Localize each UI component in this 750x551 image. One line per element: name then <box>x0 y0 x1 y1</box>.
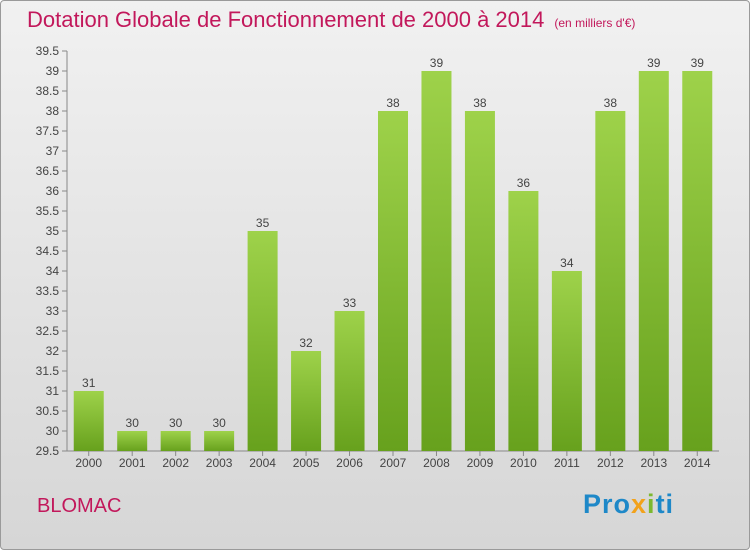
y-tick-label: 32.5 <box>36 324 60 338</box>
bar <box>73 391 104 451</box>
bar <box>595 111 626 451</box>
y-tick-label: 36 <box>46 184 60 198</box>
x-tick-label: 2005 <box>293 456 320 470</box>
y-tick-label: 37.5 <box>36 124 60 138</box>
bar <box>421 71 452 451</box>
y-tick-label: 37 <box>46 144 60 158</box>
bar <box>551 271 582 451</box>
chart-title: Dotation Globale de Fonctionnement de 20… <box>27 7 635 33</box>
x-tick-label: 2008 <box>423 456 450 470</box>
chart-unit: (en milliers d'€) <box>554 16 636 30</box>
y-tick-label: 38 <box>46 104 60 118</box>
x-tick-label: 2001 <box>119 456 146 470</box>
x-tick-label: 2010 <box>510 456 537 470</box>
y-tick-label: 36.5 <box>36 164 60 178</box>
bar-value-label: 39 <box>430 56 444 70</box>
bar-value-label: 32 <box>299 336 313 350</box>
x-tick-label: 2014 <box>684 456 711 470</box>
bar <box>334 311 365 451</box>
bar-value-label: 38 <box>604 96 618 110</box>
y-tick-label: 33.5 <box>36 284 60 298</box>
x-tick-label: 2006 <box>336 456 363 470</box>
bar <box>247 231 278 451</box>
bar <box>117 431 148 451</box>
y-tick-label: 35.5 <box>36 204 60 218</box>
bar <box>291 351 322 451</box>
bar-value-label: 30 <box>169 416 183 430</box>
x-tick-label: 2009 <box>467 456 494 470</box>
x-tick-label: 2011 <box>554 456 580 470</box>
y-tick-label: 32 <box>46 344 60 358</box>
bar-value-label: 38 <box>386 96 400 110</box>
x-tick-label: 2007 <box>380 456 407 470</box>
bar-value-label: 36 <box>517 176 531 190</box>
y-tick-label: 39.5 <box>36 44 60 58</box>
commune-name: BLOMAC <box>37 495 122 517</box>
y-tick-label: 29.5 <box>36 444 60 458</box>
proxiti-logo: Proxiti <box>583 489 675 519</box>
bar-value-label: 34 <box>560 256 574 270</box>
bar-value-label: 33 <box>343 296 357 310</box>
bar <box>464 111 495 451</box>
y-tick-label: 30.5 <box>36 404 60 418</box>
chart-title-text: Dotation Globale de Fonctionnement de 20… <box>27 7 545 32</box>
bar <box>378 111 408 451</box>
y-tick-label: 35 <box>46 224 60 238</box>
bar-value-label: 39 <box>647 56 661 70</box>
bar <box>638 71 669 451</box>
y-tick-label: 39 <box>46 64 60 78</box>
bar-value-label: 38 <box>473 96 487 110</box>
x-tick-label: 2004 <box>249 456 276 470</box>
x-tick-label: 2012 <box>597 456 624 470</box>
y-tick-label: 30 <box>46 424 60 438</box>
bar-value-label: 35 <box>256 216 270 230</box>
bar <box>508 191 539 451</box>
y-tick-label: 31 <box>46 384 60 398</box>
y-tick-label: 38.5 <box>36 84 60 98</box>
bar-value-label: 30 <box>212 416 226 430</box>
y-tick-label: 34.5 <box>36 244 60 258</box>
bar-value-label: 31 <box>82 376 96 390</box>
x-tick-label: 2013 <box>640 456 667 470</box>
bar <box>682 71 713 451</box>
bar <box>160 431 191 451</box>
bar <box>204 431 235 451</box>
y-tick-label: 34 <box>46 264 60 278</box>
y-tick-label: 31.5 <box>36 364 60 378</box>
bar-value-label: 39 <box>691 56 705 70</box>
x-tick-label: 2002 <box>162 456 189 470</box>
x-tick-label: 2003 <box>206 456 233 470</box>
x-tick-label: 2000 <box>75 456 102 470</box>
y-tick-label: 33 <box>46 304 60 318</box>
bar-value-label: 30 <box>126 416 140 430</box>
